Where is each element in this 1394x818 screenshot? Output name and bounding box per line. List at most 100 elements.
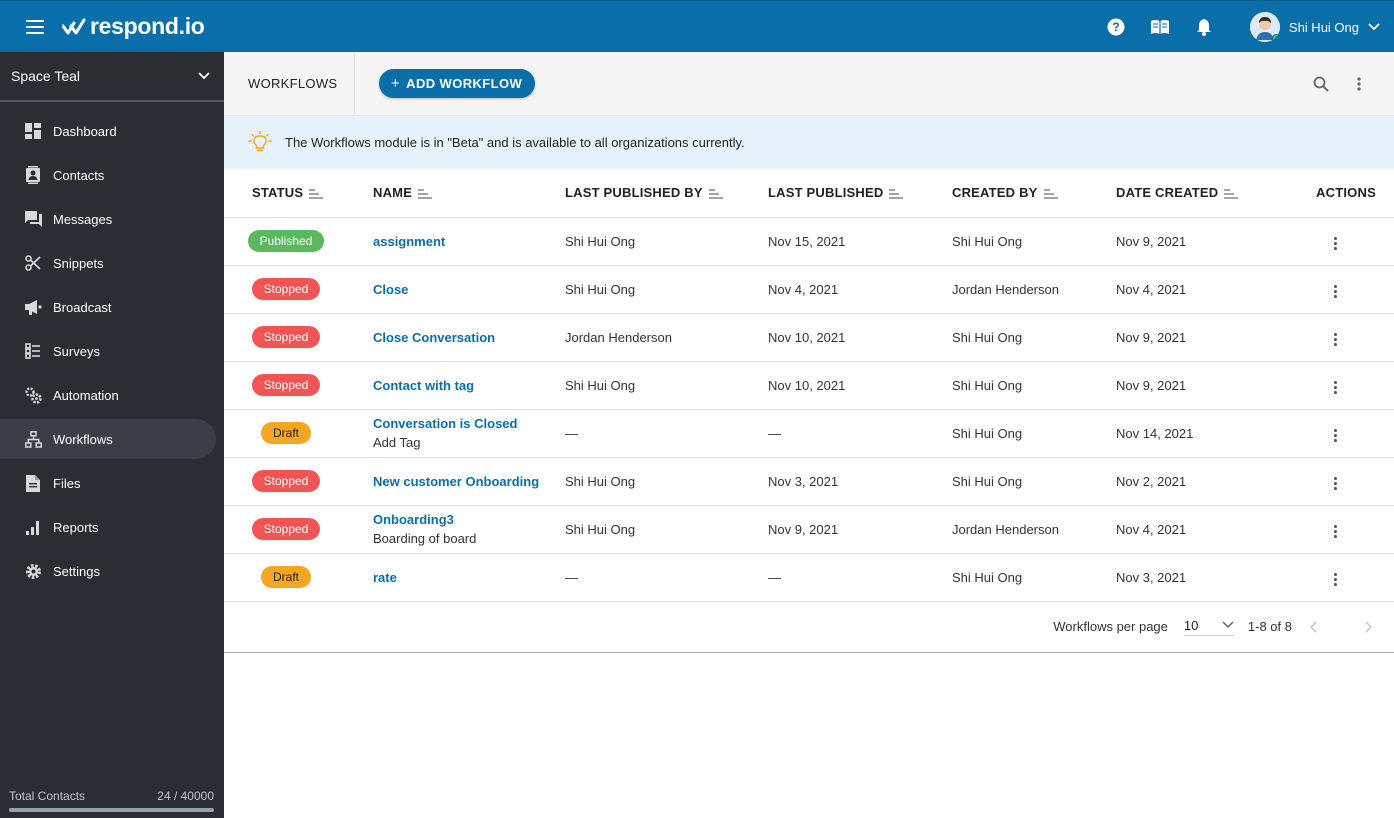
created-by-cell: Shi Hui Ong — [952, 313, 1116, 362]
sidebar-item-surveys[interactable]: Surveys — [0, 331, 216, 371]
add-workflow-button[interactable]: + ADD WORKFLOW — [379, 69, 536, 98]
row-actions-icon[interactable] — [1328, 473, 1343, 494]
created-by-cell: Jordan Henderson — [952, 265, 1116, 314]
last-published-by-cell: Shi Hui Ong — [564, 457, 768, 506]
brand-name: respond.io — [90, 13, 205, 39]
last-published-cell: Nov 3, 2021 — [768, 457, 952, 506]
help-icon[interactable]: ? — [1106, 17, 1126, 37]
menu-icon[interactable] — [26, 19, 44, 34]
total-contacts-progress — [9, 808, 214, 812]
online-status-dot — [1271, 34, 1280, 42]
sidebar-item-label: Contacts — [53, 167, 105, 183]
row-actions-icon[interactable] — [1328, 569, 1343, 590]
table-row[interactable]: Stopped Onboarding3 Boarding of board Shi… — [224, 505, 1394, 554]
column-header-date-created[interactable]: DATE CREATED — [1116, 169, 1274, 218]
column-header-label: NAME — [373, 185, 413, 201]
row-actions-icon[interactable] — [1328, 521, 1343, 542]
table-row[interactable]: Draft Conversation is Closed Add Tag — — … — [224, 409, 1394, 458]
column-header-last-published-by[interactable]: LAST PUBLISHED BY — [564, 169, 768, 218]
svg-text:?: ? — [1112, 20, 1119, 34]
per-page-label: Workflows per page — [1053, 619, 1168, 634]
workflow-name-link[interactable]: Close — [373, 281, 409, 297]
pagination-range: 1-8 of 8 — [1247, 619, 1292, 634]
sort-icon — [889, 189, 904, 199]
total-contacts-value: 24 / 40000 — [157, 789, 214, 803]
date-created-cell: Nov 14, 2021 — [1116, 409, 1274, 458]
workflow-name-link[interactable]: Conversation is Closed — [373, 416, 518, 431]
contacts-icon — [24, 166, 42, 184]
column-header-status[interactable]: STATUS — [224, 169, 348, 218]
date-created-cell: Nov 3, 2021 — [1116, 553, 1274, 602]
status-badge: Stopped — [251, 278, 321, 300]
sidebar-item-dashboard[interactable]: Dashboard — [0, 111, 216, 151]
avatar — [1249, 12, 1280, 42]
total-contacts-progress-fill — [9, 808, 214, 812]
column-header-label: DATE CREATED — [1116, 185, 1219, 201]
table-row[interactable]: Draft rate — — Shi Hui Ong Nov 3, 2021 — [224, 553, 1394, 602]
per-page-select[interactable]: 10 — [1183, 618, 1234, 636]
workflow-name-link[interactable]: assignment — [373, 233, 446, 249]
date-created-cell: Nov 4, 2021 — [1116, 505, 1274, 554]
column-header-name[interactable]: NAME — [348, 169, 564, 218]
total-contacts: Total Contacts 24 / 40000 — [9, 789, 214, 812]
sidebar-item-files[interactable]: Files — [0, 463, 216, 503]
table-row[interactable]: Stopped Close Shi Hui Ong Nov 4, 2021 Jo… — [224, 265, 1394, 314]
table-row[interactable]: Stopped New customer Onboarding Shi Hui … — [224, 457, 1394, 506]
checkmark-logo-icon — [62, 18, 86, 34]
column-header-created-by[interactable]: CREATED BY — [952, 169, 1116, 218]
created-by-cell: Shi Hui Ong — [952, 217, 1116, 266]
workflow-name-link[interactable]: Close Conversation — [373, 329, 496, 345]
date-created-cell: Nov 9, 2021 — [1116, 361, 1274, 410]
status-badge: Stopped — [251, 374, 321, 396]
gear-icon — [24, 562, 42, 580]
user-menu[interactable]: Shi Hui Ong — [1249, 12, 1380, 42]
previous-page-button[interactable] — [1304, 617, 1324, 637]
workflow-description: Boarding of board — [373, 531, 477, 546]
megaphone-icon — [24, 298, 42, 316]
workflow-description: Add Tag — [373, 435, 421, 450]
beta-notice: The Workflows module is in "Beta" and is… — [224, 116, 1394, 169]
workflow-name-link[interactable]: New customer Onboarding — [373, 473, 540, 489]
book-icon[interactable] — [1150, 17, 1170, 37]
row-actions-icon[interactable] — [1328, 425, 1343, 446]
status-badge: Stopped — [251, 326, 321, 348]
sidebar-item-automation[interactable]: Automation — [0, 375, 216, 415]
column-header-label: CREATED BY — [952, 185, 1038, 201]
status-badge: Stopped — [251, 470, 321, 492]
table-row[interactable]: Stopped Close Conversation Jordan Hender… — [224, 313, 1394, 362]
column-header-actions: ACTIONS — [1274, 169, 1394, 218]
brand-logo[interactable]: respond.io — [62, 13, 205, 40]
sidebar-item-workflows[interactable]: Workflows — [0, 419, 216, 459]
sidebar-item-label: Reports — [53, 519, 99, 535]
sidebar-item-label: Broadcast — [53, 299, 112, 315]
sidebar-item-settings[interactable]: Settings — [0, 551, 216, 591]
sidebar-item-reports[interactable]: Reports — [0, 507, 216, 547]
sidebar-item-broadcast[interactable]: Broadcast — [0, 287, 216, 327]
column-header-label: LAST PUBLISHED BY — [565, 185, 703, 201]
sidebar-item-messages[interactable]: Messages — [0, 199, 216, 239]
table-row[interactable]: Stopped Contact with tag Shi Hui Ong Nov… — [224, 361, 1394, 410]
table-row[interactable]: Published assignment Shi Hui Ong Nov 15,… — [224, 217, 1394, 266]
pagination: Workflows per page 10 1-8 of 8 — [224, 602, 1394, 653]
bell-icon[interactable] — [1194, 17, 1214, 37]
search-icon[interactable] — [1312, 75, 1330, 93]
workflow-name-link[interactable]: Onboarding3 — [373, 512, 454, 527]
row-actions-icon[interactable] — [1328, 377, 1343, 398]
sidebar-item-snippets[interactable]: Snippets — [0, 243, 216, 283]
row-actions-icon[interactable] — [1328, 329, 1343, 350]
row-actions-icon[interactable] — [1328, 233, 1343, 254]
sidebar-item-contacts[interactable]: Contacts — [0, 155, 216, 195]
more-options-icon[interactable] — [1350, 75, 1368, 93]
messages-icon — [24, 210, 42, 228]
chevron-down-icon — [1222, 621, 1234, 629]
workspace-selector[interactable]: Space Teal — [0, 52, 224, 102]
sort-icon — [309, 189, 324, 199]
sort-icon — [708, 189, 723, 199]
workflow-name-link[interactable]: rate — [373, 569, 397, 585]
column-header-last-published[interactable]: LAST PUBLISHED — [768, 169, 952, 218]
workflow-name-link[interactable]: Contact with tag — [373, 377, 475, 393]
next-page-button[interactable] — [1358, 617, 1378, 637]
row-actions-icon[interactable] — [1328, 281, 1343, 302]
plus-icon: + — [391, 75, 401, 92]
sidebar-item-label: Files — [53, 475, 81, 491]
